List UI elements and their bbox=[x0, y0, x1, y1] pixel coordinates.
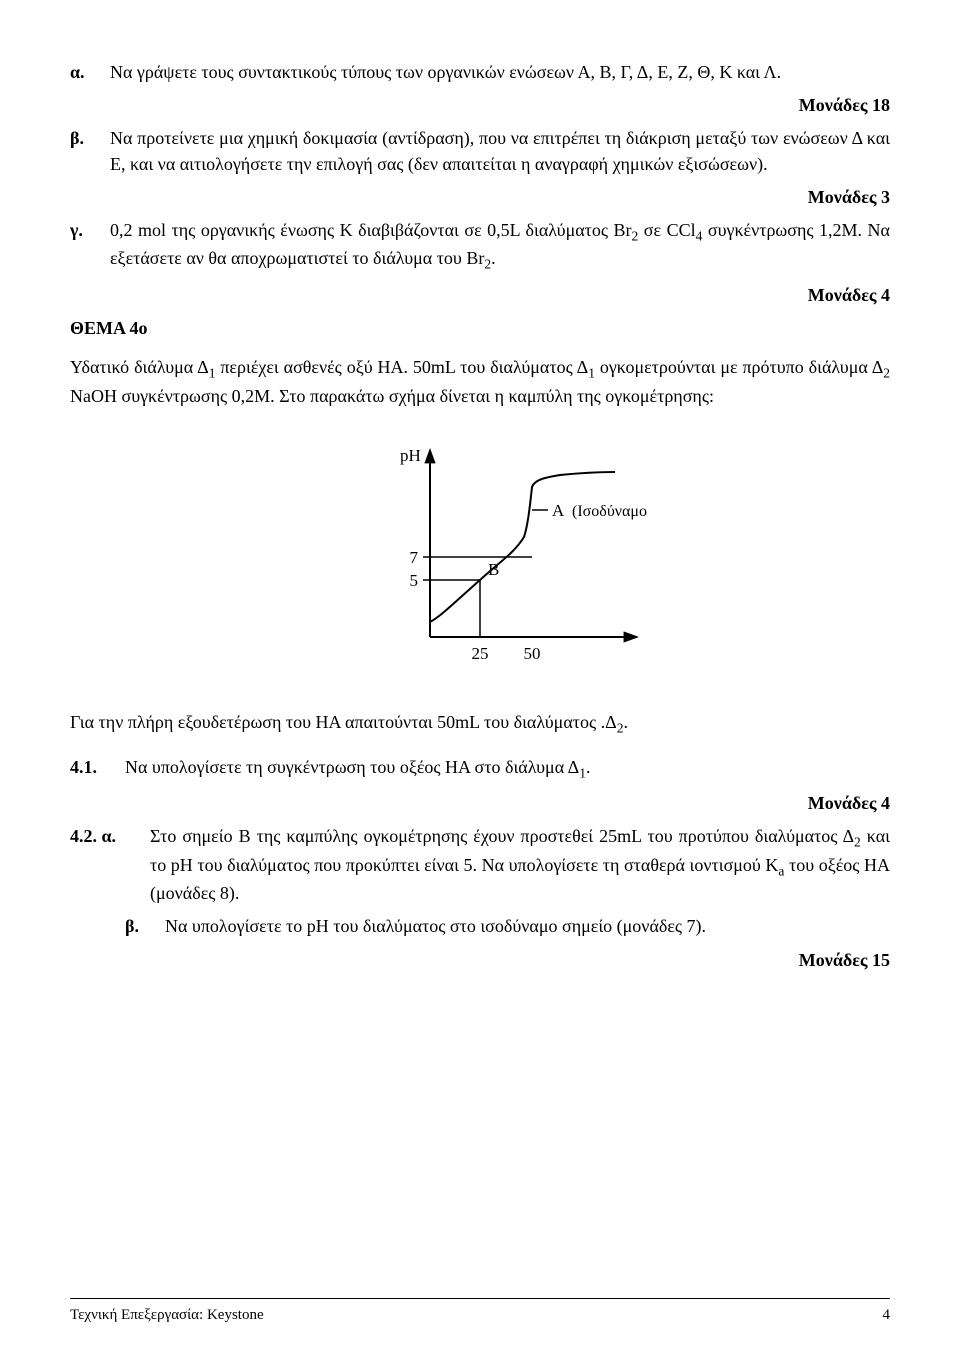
svg-text:Α: Α bbox=[552, 501, 565, 520]
q42a-pre: Στο σημείο Β της καμπύλης ογκομέτρησης έ… bbox=[150, 826, 854, 846]
question-4-2-a: 4.2. α. Στο σημείο Β της καμπύλης ογκομέ… bbox=[70, 824, 890, 906]
svg-text:50: 50 bbox=[524, 644, 541, 663]
after-chart-para: Για την πλήρη εξουδετέρωση του ΗΑ απαιτο… bbox=[70, 710, 890, 738]
p1-sub2: 1 bbox=[588, 366, 595, 381]
svg-text:25: 25 bbox=[472, 644, 489, 663]
label-gamma: γ. bbox=[70, 218, 110, 275]
question-gamma: γ. 0,2 mol της οργανικής ένωσης Κ διαβιβ… bbox=[70, 218, 890, 275]
section-4-heading: ΘΕΜΑ 4ο bbox=[70, 316, 890, 341]
label-4-2-b: β. bbox=[125, 914, 165, 939]
question-4-2-b: β. Να υπολογίσετε το pH του διαλύματος σ… bbox=[125, 914, 890, 939]
gamma-end: . bbox=[491, 248, 496, 268]
label-beta: β. bbox=[70, 126, 110, 176]
question-beta: β. Να προτείνετε μια χημική δοκιμασία (α… bbox=[70, 126, 890, 176]
titration-chart-wrap: pH 7 5 25 50 B Α (Ισοδύναμο Σημείο) bbox=[70, 437, 890, 674]
text-alpha: Να γράψετε τους συντακτικούς τύπους των … bbox=[110, 60, 890, 85]
svg-text:B: B bbox=[488, 560, 499, 579]
footer-left: Τεχνική Επεξεργασία: Keystone bbox=[70, 1305, 264, 1326]
points-beta: Μονάδες 3 bbox=[70, 185, 890, 210]
svg-text:pH: pH bbox=[400, 446, 421, 465]
svg-text:5: 5 bbox=[410, 571, 419, 590]
text-beta: Να προτείνετε μια χημική δοκιμασία (αντί… bbox=[110, 126, 890, 176]
gamma-pre: 0,2 mol της οργανικής ένωσης Κ διαβιβάζο… bbox=[110, 220, 632, 240]
question-alpha: α. Να γράψετε τους συντακτικούς τύπους τ… bbox=[70, 60, 890, 85]
label-alpha: α. bbox=[70, 60, 110, 85]
p1-mid2: ογκομετρούνται με πρότυπο διάλυμα Δ bbox=[595, 357, 883, 377]
text-gamma: 0,2 mol της οργανικής ένωσης Κ διαβιβάζο… bbox=[110, 218, 890, 275]
p1-end: NaOH συγκέντρωσης 0,2Μ. Στο παρακάτω σχή… bbox=[70, 386, 714, 406]
points-alpha: Μονάδες 18 bbox=[70, 93, 890, 118]
footer-right: 4 bbox=[883, 1305, 891, 1326]
page-footer: Τεχνική Επεξεργασία: Keystone 4 bbox=[70, 1298, 890, 1326]
label-4-1: 4.1. bbox=[70, 755, 125, 783]
svg-text:(Ισοδύναμο Σημείο): (Ισοδύναμο Σημείο) bbox=[572, 503, 650, 520]
text-4-2-b: Να υπολογίσετε το pH του διαλύματος στο … bbox=[165, 914, 890, 939]
p1-pre: Υδατικό διάλυμα Δ bbox=[70, 357, 209, 377]
ac-pre: Για την πλήρη εξουδετέρωση του ΗΑ απαιτο… bbox=[70, 712, 617, 732]
points-4-2: Μονάδες 15 bbox=[70, 948, 890, 973]
titration-chart: pH 7 5 25 50 B Α (Ισοδύναμο Σημείο) bbox=[310, 437, 650, 667]
gamma-mid: σε CCl bbox=[638, 220, 695, 240]
q41-pre: Να υπολογίσετε τη συγκέντρωση του οξέος … bbox=[125, 757, 579, 777]
label-4-2-a: 4.2. α. bbox=[70, 824, 150, 906]
q41-sub: 1 bbox=[579, 765, 586, 780]
q42a-sub: 2 bbox=[854, 835, 861, 850]
points-gamma: Μονάδες 4 bbox=[70, 283, 890, 308]
section-4-para: Υδατικό διάλυμα Δ 1 περιέχει ασθενές οξύ … bbox=[70, 355, 890, 409]
text-4-2-a: Στο σημείο Β της καμπύλης ογκομέτρησης έ… bbox=[150, 824, 890, 906]
svg-text:7: 7 bbox=[410, 548, 419, 567]
q41-end: . bbox=[586, 757, 591, 777]
points-4-1: Μονάδες 4 bbox=[70, 791, 890, 816]
question-4-1: 4.1. Να υπολογίσετε τη συγκέντρωση του ο… bbox=[70, 755, 890, 783]
text-4-1: Να υπολογίσετε τη συγκέντρωση του οξέος … bbox=[125, 755, 890, 783]
p1-mid1: περιέχει ασθενές οξύ ΗΑ. 50mL του διαλύμ… bbox=[215, 357, 588, 377]
ac-end: . bbox=[623, 712, 628, 732]
p1-sub3: 2 bbox=[883, 366, 890, 381]
